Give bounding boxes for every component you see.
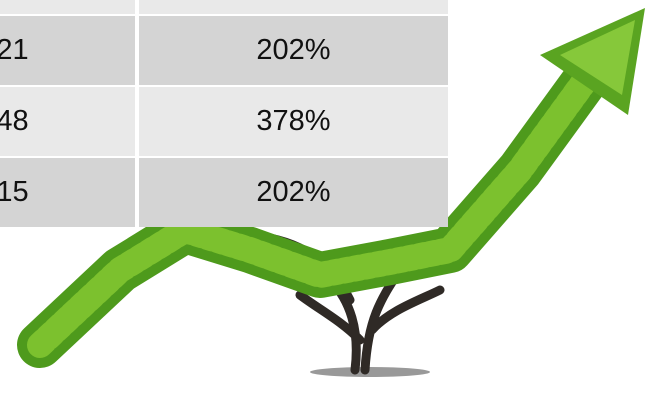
table-cell: 48 — [0, 87, 135, 156]
table-cell: 202% — [139, 16, 448, 85]
table-cell: 21 — [0, 16, 135, 85]
header-cell — [139, 0, 448, 14]
page: 21202%48378%15202% — [0, 0, 654, 410]
table-cell: 202% — [139, 158, 448, 227]
header-cell — [0, 0, 135, 14]
table-cell: 15 — [0, 158, 135, 227]
table-cell: 378% — [139, 87, 448, 156]
